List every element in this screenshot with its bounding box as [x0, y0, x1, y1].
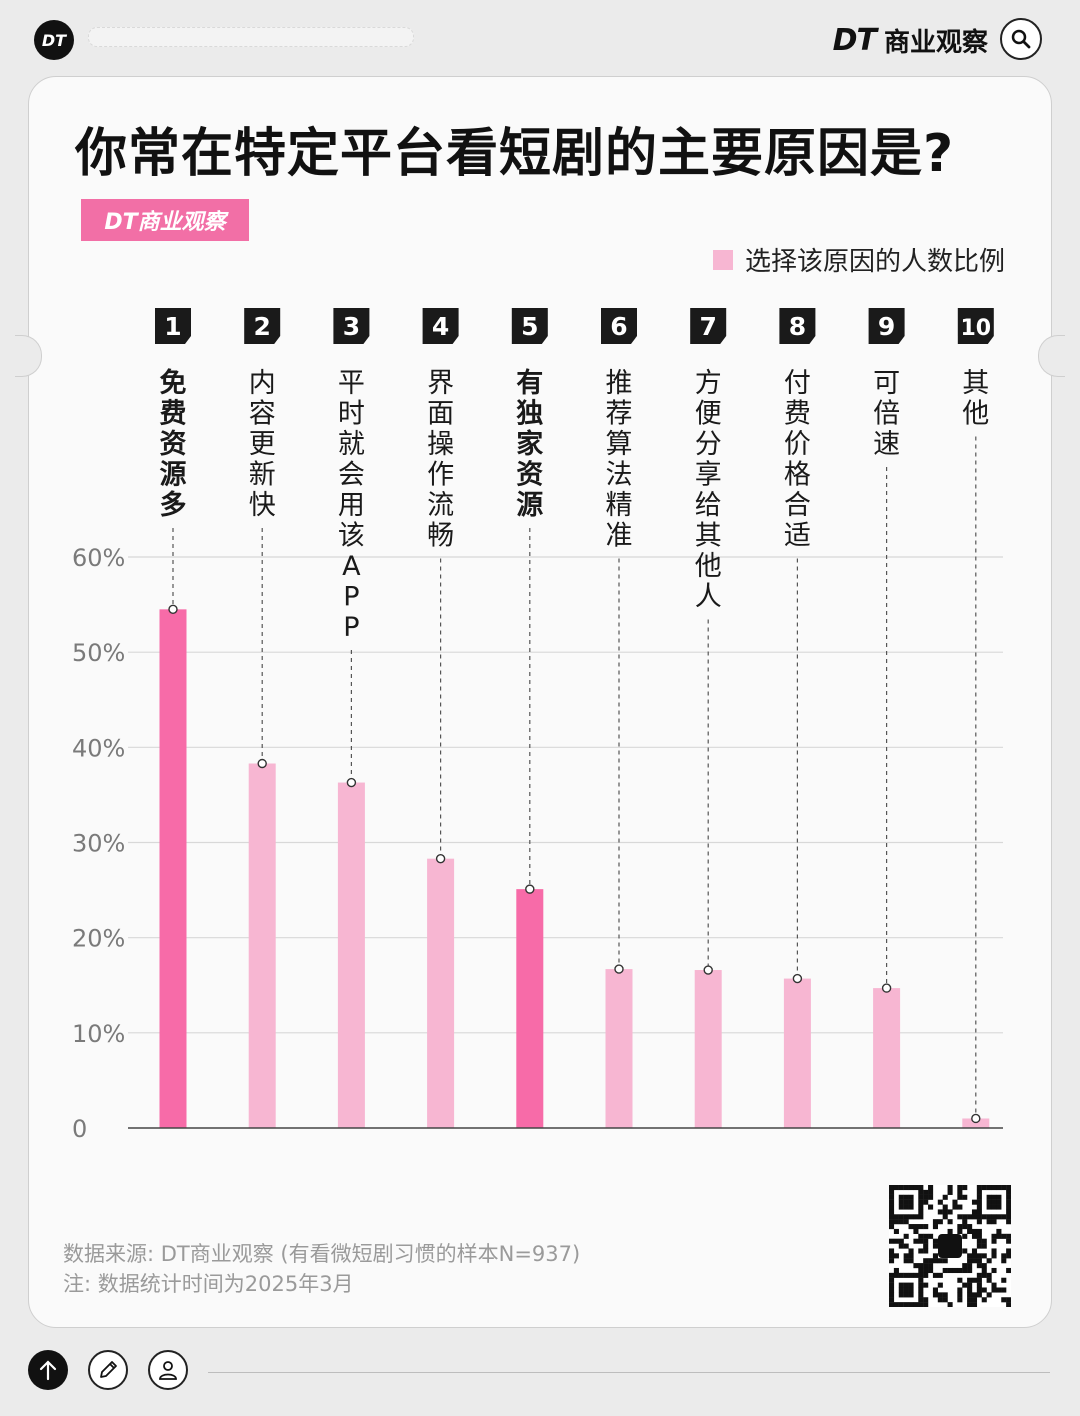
rank-badge-shape: [690, 308, 727, 344]
profile-button[interactable]: [148, 1350, 188, 1390]
y-tick-label: 60%: [72, 544, 125, 572]
y-tick-label: 40%: [72, 734, 125, 762]
category-label: 界面操作流畅: [427, 368, 454, 552]
search-button[interactable]: [1000, 18, 1042, 60]
y-tick-label: 50%: [72, 639, 125, 667]
edit-button[interactable]: [88, 1350, 128, 1390]
rank-badge: 10: [957, 308, 994, 344]
value-marker: [257, 758, 267, 769]
rank-number: 2: [253, 312, 270, 341]
legend: 选择该原因的人数比例: [712, 241, 1005, 278]
data-note: 注: 数据统计时间为2025年3月: [63, 1272, 354, 1296]
category-label: 内容更新快: [249, 368, 276, 521]
category-label: 可倍速: [873, 368, 900, 460]
value-marker: [346, 777, 357, 788]
value-marker: [881, 983, 892, 993]
bar: [427, 858, 455, 1128]
rank-number: 1: [164, 312, 181, 341]
pencil-icon: [100, 1361, 117, 1378]
y-tick-label: 30%: [72, 830, 125, 858]
category-label: 平时就会用该 A P P: [338, 368, 365, 643]
rank-badge-shape: [511, 308, 548, 344]
brand-dt-mark: DT: [832, 23, 877, 58]
bottom-divider: [208, 1372, 1050, 1373]
rank-badge-shape: [957, 308, 994, 344]
rank-badge-shape: [333, 308, 370, 344]
rank-number: 8: [789, 312, 806, 341]
brand-tag: DT商业观察: [81, 199, 249, 241]
value-marker: [792, 973, 803, 984]
chart-title: 你常在特定平台看短剧的主要原因是?: [75, 124, 955, 184]
rank-badge-shape: [601, 308, 637, 344]
rank-badge: 6: [601, 308, 637, 344]
rank-number: 7: [699, 312, 716, 341]
y-tick-label: 20%: [72, 925, 125, 953]
rank-number: 5: [521, 312, 538, 341]
brand-header: DT 商业观察: [833, 22, 988, 59]
bar: [605, 969, 633, 1128]
rank-badge: 3: [333, 308, 370, 344]
value-marker: [168, 604, 178, 615]
data-source: 数据来源: DT商业观察 (有看微短剧习惯的样本N=937): [63, 1242, 581, 1266]
brand-name: 商业观察: [883, 28, 988, 58]
bar: [962, 1118, 990, 1128]
rank-number: 9: [878, 312, 895, 341]
y-tick-label: 10%: [72, 1020, 125, 1048]
rank-badge: 1: [155, 308, 191, 344]
category-label: 推荐算法精准: [606, 368, 633, 552]
rank-badge: 7: [690, 308, 727, 344]
card-notch-right: [1038, 335, 1065, 377]
rank-number: 10: [960, 316, 991, 341]
bar: [873, 988, 901, 1128]
qr-code-icon: [889, 1185, 1011, 1307]
bottom-bar: [0, 1340, 1080, 1410]
rank-badge: 2: [244, 308, 281, 344]
rank-badge: 9: [868, 308, 905, 344]
bar: [694, 970, 722, 1128]
value-marker: [971, 1113, 981, 1124]
user-icon: [159, 1361, 177, 1380]
footer-notes: 数据来源: DT商业观察 (有看微短剧习惯的样本N=937) 注: 数据统计时间…: [63, 1239, 580, 1299]
bar: [159, 609, 187, 1128]
category-label: 付费价格合适: [784, 368, 811, 552]
rank-number: 3: [343, 312, 360, 341]
legend-label: 选择该原因的人数比例: [744, 247, 1005, 277]
bar: [783, 978, 811, 1128]
rank-badge: 5: [511, 308, 548, 344]
y-tick-label: 0: [72, 1115, 87, 1143]
rank-badge: 4: [422, 308, 459, 344]
bar: [516, 889, 544, 1128]
arrow-up-icon: [39, 1360, 57, 1381]
value-marker: [435, 853, 446, 864]
top-pill: [88, 27, 414, 47]
rank-badge-shape: [868, 308, 905, 344]
category-label: 其他: [962, 368, 989, 430]
value-marker: [703, 965, 713, 975]
top-bar: DT DT 商业观察: [0, 0, 1080, 78]
search-icon: [1011, 29, 1031, 49]
rank-number: 6: [610, 312, 627, 341]
dt-logo[interactable]: DT: [34, 20, 74, 60]
category-label: 免费资源多: [160, 368, 187, 521]
value-marker: [614, 964, 624, 974]
rank-number: 4: [432, 312, 449, 341]
scroll-top-button[interactable]: [28, 1350, 68, 1390]
bar: [337, 782, 365, 1128]
rank-badge-shape: [155, 308, 191, 344]
value-marker: [525, 884, 535, 894]
rank-badge-shape: [244, 308, 281, 344]
rank-badge-shape: [422, 308, 459, 344]
rank-badge: 8: [779, 308, 816, 344]
rank-badge-shape: [779, 308, 816, 344]
legend-swatch: [712, 249, 733, 270]
bar: [248, 763, 276, 1128]
category-label: 有独家资源: [516, 368, 543, 521]
category-label: 方便分享给其他人: [695, 368, 722, 613]
